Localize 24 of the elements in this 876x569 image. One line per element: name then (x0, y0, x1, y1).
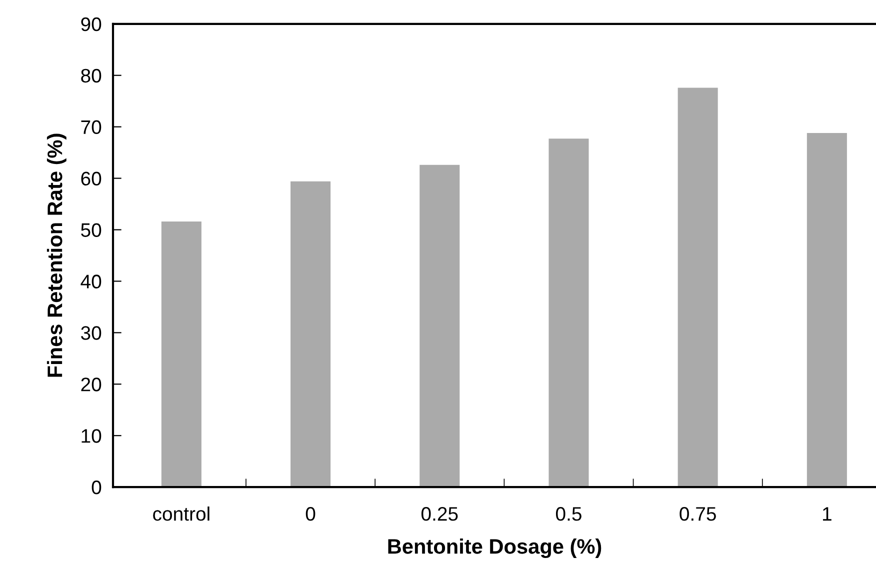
y-tick-label: 10 (82, 429, 102, 443)
x-tick-label: 0.75 (680, 507, 716, 521)
y-tick-label: 30 (81, 326, 102, 340)
x-tick-label: 0.5 (556, 507, 582, 521)
y-tick-label: 80 (81, 68, 102, 83)
bar (290, 181, 331, 488)
y-tick-label: 90 (81, 17, 102, 32)
x-axis-title: Bentonite Dosage (%) (388, 538, 602, 558)
y-tick-label: 50 (81, 223, 102, 237)
x-tick-label: 1 (823, 507, 832, 521)
bar (420, 164, 460, 488)
y-tick-label: 20 (81, 378, 102, 392)
bar (548, 138, 589, 488)
bar (678, 88, 718, 488)
y-tick-label: 60 (81, 172, 102, 186)
bar (806, 133, 847, 488)
y-axis-title: Fines Retention Rate (%) (46, 134, 66, 377)
y-tick-label: 40 (80, 274, 102, 288)
y-tick-label: 0 (92, 480, 102, 494)
y-tick-label: 70 (81, 120, 102, 134)
bar (161, 222, 202, 488)
x-tick-label: control (153, 506, 210, 521)
x-tick-label: 0 (306, 507, 316, 521)
x-tick-label: 0.25 (421, 507, 458, 521)
